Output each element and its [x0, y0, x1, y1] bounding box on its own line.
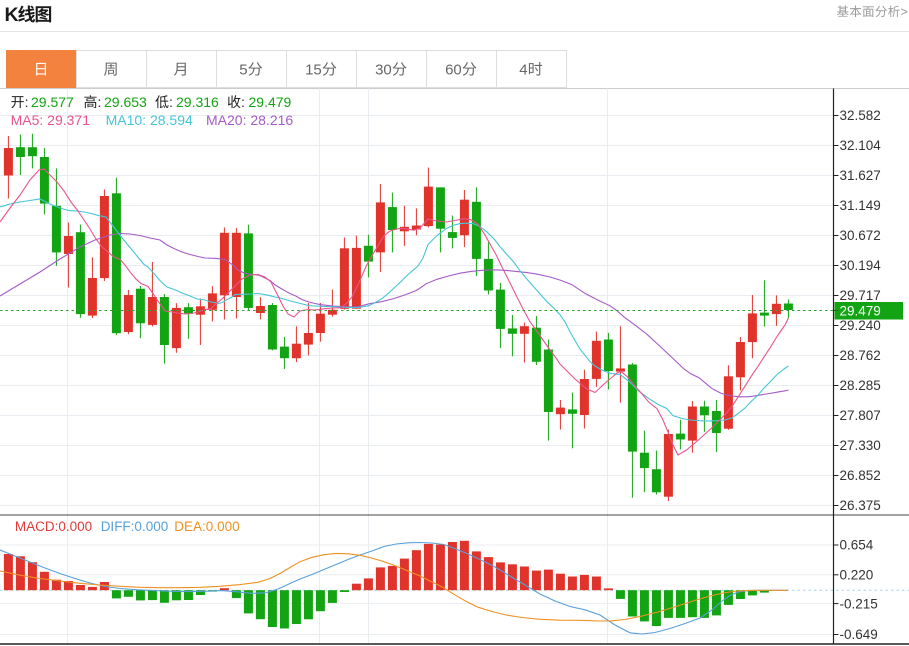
svg-text:DIFF:0.000: DIFF:0.000 [101, 519, 169, 534]
svg-text:30: 30 [375, 62, 392, 79]
svg-text:32.582: 32.582 [840, 108, 881, 123]
svg-text:26.852: 26.852 [840, 468, 881, 483]
svg-text:K: K [5, 4, 19, 26]
svg-text::: : [98, 94, 102, 110]
svg-text:15: 15 [305, 62, 322, 79]
svg-text:31.149: 31.149 [840, 198, 881, 213]
svg-text:-0.215: -0.215 [840, 596, 878, 611]
svg-text:29.653: 29.653 [104, 94, 147, 110]
svg-text:26.375: 26.375 [840, 498, 881, 513]
svg-text:MA10: 28.594: MA10: 28.594 [106, 112, 193, 128]
svg-text:32.104: 32.104 [840, 138, 882, 153]
svg-text::: : [25, 94, 29, 110]
svg-text:>: > [901, 5, 908, 19]
svg-text:29.316: 29.316 [176, 94, 219, 110]
svg-text:0.654: 0.654 [840, 538, 874, 553]
svg-text:5: 5 [239, 62, 247, 79]
svg-text:27.807: 27.807 [840, 408, 881, 423]
svg-text:DEA:0.000: DEA:0.000 [174, 519, 239, 534]
svg-text:0.220: 0.220 [840, 568, 874, 583]
svg-text:29.717: 29.717 [840, 288, 881, 303]
svg-text:MA20: 28.216: MA20: 28.216 [206, 112, 293, 128]
svg-text::: : [241, 94, 245, 110]
svg-text:30.672: 30.672 [840, 228, 881, 243]
svg-text:-0.649: -0.649 [840, 627, 878, 642]
svg-text:MACD:0.000: MACD:0.000 [15, 519, 92, 534]
svg-text:31.627: 31.627 [840, 168, 881, 183]
svg-text:60: 60 [445, 62, 462, 79]
svg-text:29.479: 29.479 [840, 304, 881, 319]
svg-text:29.240: 29.240 [840, 318, 881, 333]
svg-text:4: 4 [519, 62, 527, 79]
svg-text:28.285: 28.285 [840, 378, 881, 393]
svg-text:MA5: 29.371: MA5: 29.371 [11, 112, 91, 128]
svg-text::: : [169, 94, 173, 110]
svg-text:29.577: 29.577 [31, 94, 74, 110]
svg-text:30.194: 30.194 [840, 258, 882, 273]
svg-text:28.762: 28.762 [840, 348, 881, 363]
svg-text:27.330: 27.330 [840, 438, 881, 453]
svg-text:29.479: 29.479 [249, 94, 292, 110]
